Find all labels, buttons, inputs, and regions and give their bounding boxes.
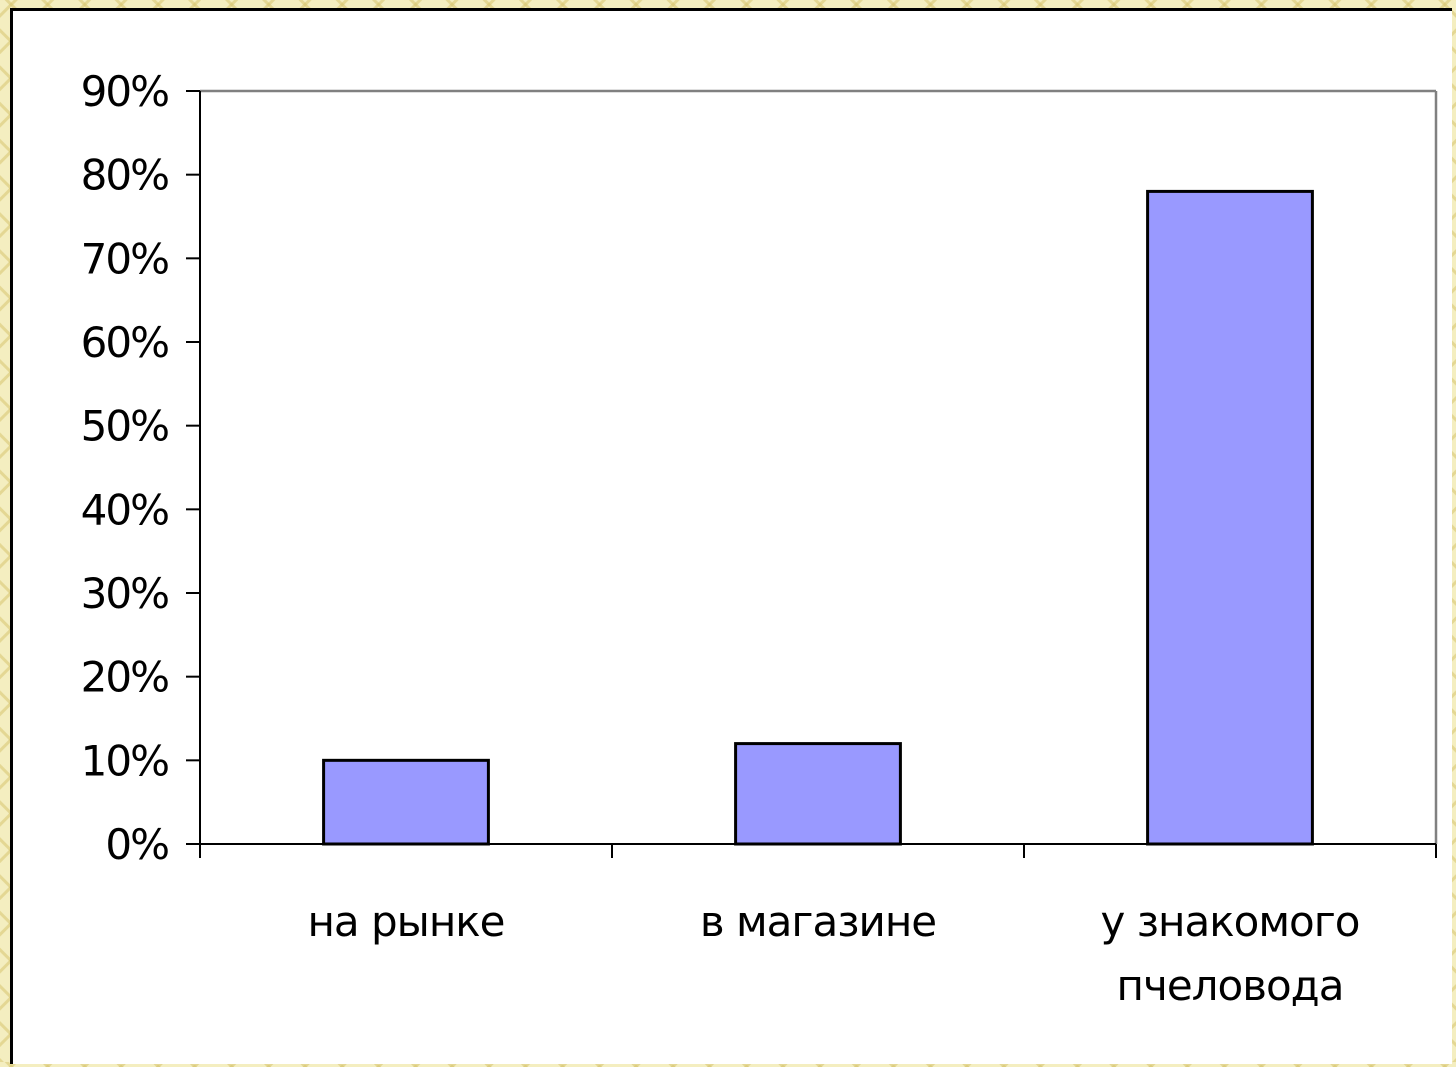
y-tick-label: 0% — [105, 820, 168, 869]
x-category-label-line: на рынке — [307, 897, 504, 946]
bar — [324, 760, 489, 844]
y-axis — [186, 91, 200, 844]
x-category-label: на рынке — [307, 897, 504, 946]
y-tick-label: 40% — [81, 485, 168, 534]
x-category-label-line: в магазине — [700, 897, 936, 946]
bars — [324, 191, 1313, 844]
y-tick-label: 50% — [81, 402, 168, 451]
y-tick-label: 20% — [81, 653, 168, 702]
x-category-label-line: пчеловода — [1117, 961, 1344, 1010]
y-tick-label: 90% — [81, 67, 168, 116]
y-tick-label: 60% — [81, 318, 168, 367]
x-axis — [200, 844, 1436, 858]
y-tick-label: 70% — [81, 234, 168, 283]
y-tick-label: 30% — [81, 569, 168, 618]
bar-chart: 0% 10% 20% 30% 40% 50% 60% 70% 80% 90% на рынке в … — [13, 11, 1455, 1067]
x-category-label: в магазине — [700, 897, 936, 946]
y-tick-labels: 0% 10% 20% 30% 40% 50% 60% 70% 80% 90% — [81, 67, 168, 869]
x-category-label-line: у знакомого — [1101, 897, 1360, 946]
y-tick-label: 80% — [81, 151, 168, 200]
chart-frame: 0% 10% 20% 30% 40% 50% 60% 70% 80% 90% на рынке в … — [10, 8, 1452, 1064]
x-category-labels: на рынке в магазине у знакомого пчеловода — [307, 897, 1359, 1010]
bar — [736, 744, 901, 844]
bar — [1148, 191, 1313, 844]
y-tick-label: 10% — [81, 736, 168, 785]
x-category-label: у знакомого пчеловода — [1101, 897, 1360, 1010]
